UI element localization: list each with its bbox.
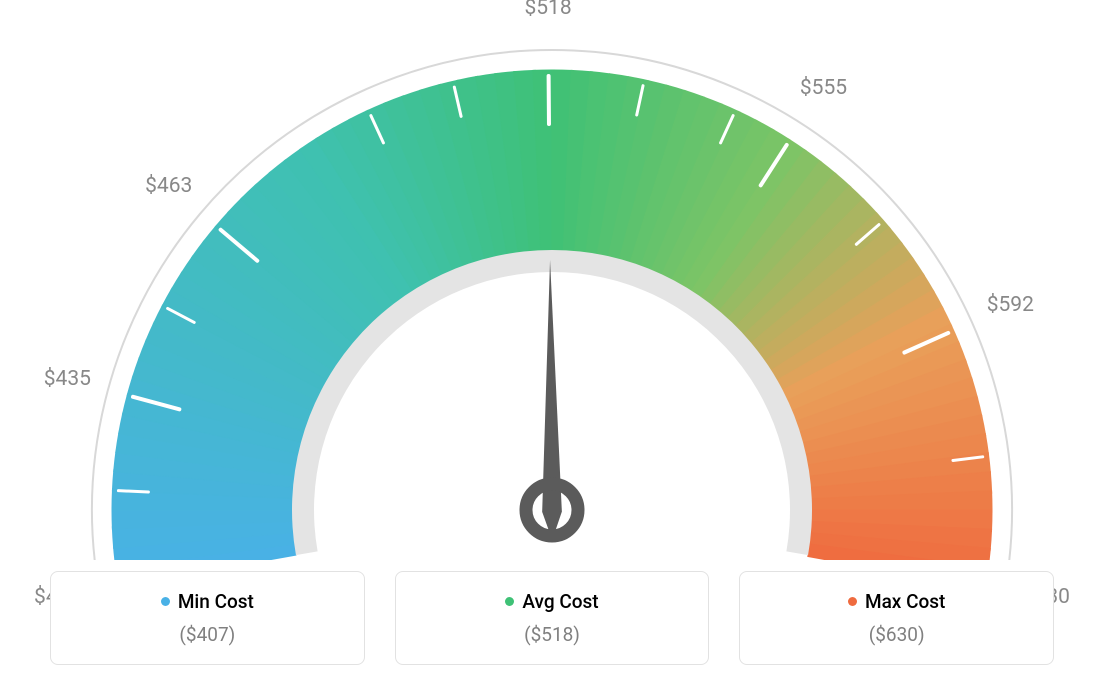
gauge-tick-label: $592 (987, 293, 1034, 317)
gauge-tick-label: $518 (524, 0, 571, 20)
legend-row: Min Cost ($407) Avg Cost ($518) Max Cost… (50, 571, 1054, 665)
legend-dot-avg (505, 597, 514, 606)
gauge-svg (0, 0, 1104, 560)
legend-card-avg: Avg Cost ($518) (395, 571, 710, 665)
legend-card-min: Min Cost ($407) (50, 571, 365, 665)
legend-dot-max (848, 597, 857, 606)
legend-title-max: Max Cost (848, 590, 945, 613)
legend-value-min: ($407) (63, 623, 352, 646)
legend-label-avg: Avg Cost (522, 590, 598, 613)
legend-label-max: Max Cost (865, 590, 945, 613)
legend-title-min: Min Cost (161, 590, 254, 613)
legend-title-avg: Avg Cost (505, 590, 598, 613)
gauge-chart: $407$435$463$518$555$592$630 (0, 0, 1104, 560)
legend-label-min: Min Cost (178, 590, 254, 613)
legend-value-max: ($630) (752, 623, 1041, 646)
gauge-tick-label: $463 (145, 174, 192, 198)
gauge-tick-label: $555 (800, 76, 847, 100)
gauge-tick-label: $435 (44, 367, 91, 391)
legend-card-max: Max Cost ($630) (739, 571, 1054, 665)
legend-value-avg: ($518) (408, 623, 697, 646)
legend-dot-min (161, 597, 170, 606)
